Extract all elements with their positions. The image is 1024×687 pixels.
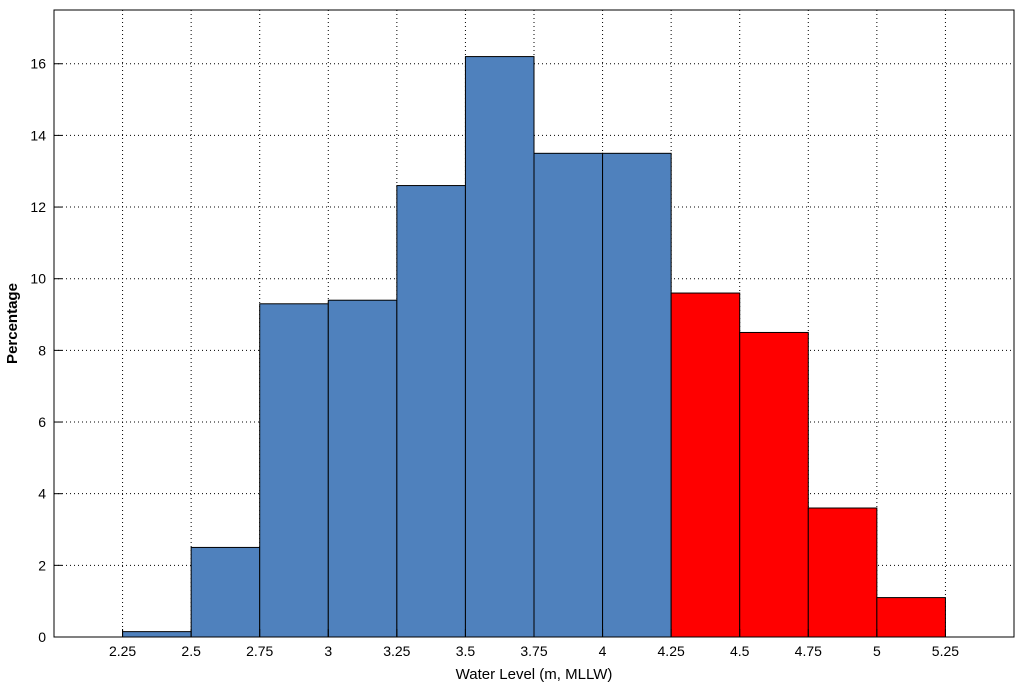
histogram-bar [190, 546, 261, 638]
x-tick-label: 3.75 [520, 643, 547, 659]
x-tick-label: 4.25 [658, 643, 685, 659]
histogram-bar [259, 303, 329, 638]
histogram-bar [670, 292, 741, 638]
histogram-bar [739, 331, 809, 638]
x-tick-label: 3.25 [383, 643, 410, 659]
x-tick-label: 3 [324, 643, 332, 659]
y-tick-label: 4 [38, 486, 46, 502]
y-tick-label: 16 [30, 56, 46, 72]
histogram-bar [533, 152, 604, 638]
y-tick-label: 12 [30, 199, 46, 215]
y-axis-label: Percentage [4, 283, 21, 364]
y-tick-label: 6 [38, 414, 46, 430]
histogram-bar [807, 507, 878, 638]
y-tick-label: 2 [38, 557, 46, 573]
histogram-bar [464, 56, 535, 638]
x-tick-label: 4.75 [795, 643, 822, 659]
histogram-bar [122, 631, 192, 638]
y-tick-label: 14 [30, 127, 46, 143]
x-tick-label: 2.5 [181, 643, 201, 659]
histogram-bar [327, 299, 398, 638]
y-tick-labels: 0 2 4 6 8 10 12 14 16 [30, 56, 46, 645]
axis-ticks [54, 63, 946, 638]
x-tick-label: 2.25 [109, 643, 136, 659]
y-tick-label: 8 [38, 342, 46, 358]
x-tick-label: 3.5 [456, 643, 476, 659]
histogram-bar [396, 185, 466, 638]
histogram-bar [602, 152, 672, 638]
x-axis-label: Water Level (m, MLLW) [456, 666, 613, 683]
y-tick-label: 10 [30, 271, 46, 287]
histogram-bars [122, 56, 946, 638]
x-tick-label: 5.25 [932, 643, 959, 659]
histogram-bar [876, 597, 946, 638]
x-tick-label: 4 [599, 643, 607, 659]
x-tick-label: 5 [873, 643, 881, 659]
x-tick-labels: 2.25 2.5 2.75 3 3.25 3.5 3.75 4 4.25 4.5 4.75 5 5.25 [109, 643, 959, 659]
x-tick-label: 2.75 [246, 643, 273, 659]
x-tick-label: 4.5 [730, 643, 750, 659]
y-tick-label: 0 [38, 629, 46, 645]
